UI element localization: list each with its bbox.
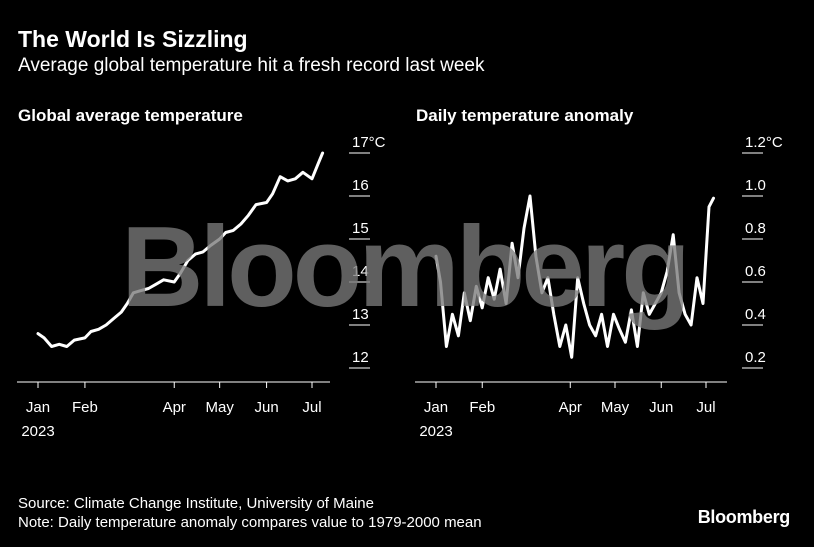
x-tick-label: Jul	[696, 399, 715, 416]
source-note: Source: Climate Change Institute, Univer…	[18, 495, 374, 512]
y-tick-label: 13	[352, 306, 369, 323]
y-tick-label: 0.6	[745, 263, 766, 280]
y-tick-label: 16	[352, 177, 369, 194]
y-tick-label: 1.0	[745, 177, 766, 194]
x-tick-label: Jan	[26, 399, 50, 416]
right-panel-title: Daily temperature anomaly	[416, 106, 634, 125]
x-tick-year-label: 2023	[21, 423, 54, 440]
x-tick-label: May	[205, 399, 234, 416]
x-tick-label: Apr	[559, 399, 582, 416]
x-tick-label: Jul	[302, 399, 321, 416]
chart-title: The World Is Sizzling	[18, 26, 248, 52]
series-line	[434, 194, 715, 359]
x-tick-label: Feb	[72, 399, 98, 416]
x-tick-label: May	[601, 399, 630, 416]
bloomberg-logo: Bloomberg	[697, 507, 791, 527]
y-tick-label: 0.2	[745, 349, 766, 366]
y-tick-label: 15	[352, 220, 369, 237]
y-tick-label: 12	[352, 349, 369, 366]
x-tick-label: Jun	[649, 399, 673, 416]
x-tick-label: Apr	[163, 399, 186, 416]
y-tick-label: 0.4	[745, 306, 766, 323]
x-tick-label: Jan	[424, 399, 448, 416]
x-tick-label: Feb	[469, 399, 495, 416]
y-tick-label: 14	[352, 263, 369, 280]
footnote: Note: Daily temperature anomaly compares…	[18, 514, 482, 531]
x-tick-label: Jun	[254, 399, 278, 416]
left-panel-title: Global average temperature	[18, 106, 243, 125]
y-tick-label: 1.2°C	[745, 134, 783, 151]
chart-subtitle: Average global temperature hit a fresh r…	[18, 55, 485, 76]
temperature-chart: Jan 2023 Feb Apr May Jun Jul 17°C 16 15 14 13 12	[17, 134, 386, 440]
y-tick-label: 17°C	[352, 134, 386, 151]
series-line	[36, 151, 325, 348]
anomaly-chart: Jan 2023 Feb Apr May Jun Jul 1.2°C 1.0 0.8 0.6 0.4 0…	[415, 134, 783, 440]
bloomberg-watermark: Bloomberg	[121, 204, 687, 331]
y-tick-label: 0.8	[745, 220, 766, 237]
x-tick-year-label: 2023	[419, 423, 452, 440]
